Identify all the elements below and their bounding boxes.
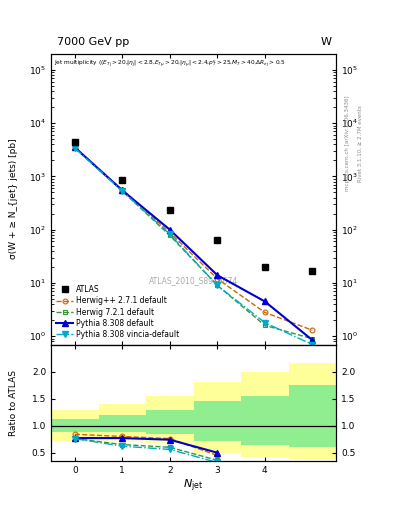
Line: Herwig 7.2.1 default: Herwig 7.2.1 default <box>72 145 315 341</box>
ATLAS <box>263 264 267 270</box>
Text: 7000 GeV pp: 7000 GeV pp <box>57 37 129 47</box>
Herwig++ 2.7.1 default <box>120 187 125 193</box>
Herwig 7.2.1 default <box>72 145 77 151</box>
Pythia 8.308 vincia-default <box>72 145 77 151</box>
Pythia 8.308 default <box>167 227 172 233</box>
Herwig 7.2.1 default <box>120 188 125 194</box>
Pythia 8.308 default <box>215 272 220 278</box>
Pythia 8.308 default <box>120 187 125 194</box>
ATLAS <box>215 237 220 243</box>
Pythia 8.308 vincia-default <box>263 319 267 326</box>
Herwig++ 2.7.1 default <box>215 275 220 282</box>
Pythia 8.308 vincia-default <box>167 231 172 238</box>
Pythia 8.308 vincia-default <box>310 342 315 348</box>
Line: ATLAS: ATLAS <box>72 138 316 274</box>
Line: Pythia 8.308 vincia-default: Pythia 8.308 vincia-default <box>72 145 315 347</box>
Pythia 8.308 default <box>72 144 77 151</box>
Text: Rivet 3.1.10, ≥ 2.7M events: Rivet 3.1.10, ≥ 2.7M events <box>358 105 363 182</box>
Herwig++ 2.7.1 default <box>72 144 77 151</box>
Pythia 8.308 vincia-default <box>215 282 220 288</box>
Text: mcplots.cern.ch [arXiv:1306.3436]: mcplots.cern.ch [arXiv:1306.3436] <box>345 96 350 191</box>
Line: Pythia 8.308 default: Pythia 8.308 default <box>72 144 316 343</box>
Legend: ATLAS, Herwig++ 2.7.1 default, Herwig 7.2.1 default, Pythia 8.308 default, Pythi: ATLAS, Herwig++ 2.7.1 default, Herwig 7.… <box>55 284 181 340</box>
ATLAS <box>167 207 172 214</box>
Herwig 7.2.1 default <box>310 335 315 342</box>
ATLAS <box>72 139 77 145</box>
Y-axis label: σ(W + ≥ N_{jet} jets) [pb]: σ(W + ≥ N_{jet} jets) [pb] <box>9 139 18 260</box>
Herwig++ 2.7.1 default <box>167 229 172 236</box>
Herwig 7.2.1 default <box>167 232 172 239</box>
ATLAS <box>310 268 315 274</box>
Y-axis label: Ratio to ATLAS: Ratio to ATLAS <box>9 370 18 436</box>
Herwig++ 2.7.1 default <box>263 309 267 315</box>
Text: ATLAS_2010_S8919674: ATLAS_2010_S8919674 <box>149 276 238 285</box>
Text: Jet multiplicity (($E_{Tj}$$>$20,$|\eta_j|$$<$2.8,$E_{T\mu}$$>$20,$|\eta_\mu|$$<: Jet multiplicity (($E_{Tj}$$>$20,$|\eta_… <box>54 58 286 68</box>
Herwig++ 2.7.1 default <box>310 327 315 333</box>
Pythia 8.308 vincia-default <box>120 188 125 194</box>
Herwig 7.2.1 default <box>263 322 267 328</box>
X-axis label: $N_\mathrm{jet}$: $N_\mathrm{jet}$ <box>184 477 204 494</box>
Herwig 7.2.1 default <box>215 282 220 288</box>
ATLAS <box>120 177 125 183</box>
Pythia 8.308 default <box>263 298 267 305</box>
Text: W: W <box>321 37 332 47</box>
Pythia 8.308 default <box>310 337 315 343</box>
Line: Herwig++ 2.7.1 default: Herwig++ 2.7.1 default <box>72 145 315 333</box>
